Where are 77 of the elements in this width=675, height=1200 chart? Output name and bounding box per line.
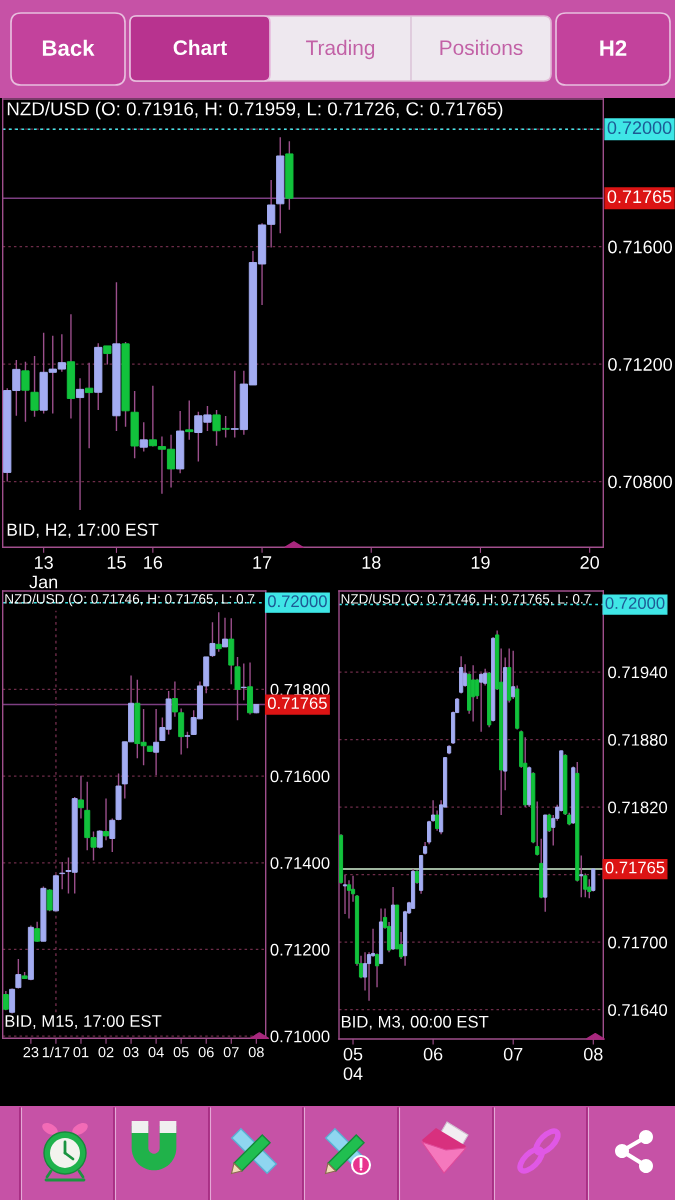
y-tick-label: 0.71200 <box>270 943 330 956</box>
x-tick-label: 05 <box>173 1047 189 1058</box>
x-tick-label: 05 04 <box>343 1047 363 1081</box>
x-tick-label: 07 <box>223 1047 239 1058</box>
x-tick-label: 08 <box>583 1047 603 1061</box>
ref-line-label: 0.72000 <box>607 121 672 135</box>
candlestick <box>109 817 116 853</box>
y-tick-label: 0.71880 <box>608 733 668 746</box>
candlestick <box>342 873 348 915</box>
y-tick-label: 0.71200 <box>608 358 673 371</box>
y-tick-label: 0.71600 <box>270 770 330 783</box>
ref-line-label: 0.71765 <box>267 697 327 710</box>
ref-line-label: 0.71765 <box>605 861 665 874</box>
y-tick-label: 0.71600 <box>608 240 673 254</box>
text: H2 <box>600 40 627 56</box>
y-tick-label: 0.70800 <box>608 475 673 489</box>
x-tick-label: 20 <box>580 556 599 569</box>
candlestick <box>587 878 592 899</box>
chart-title: NZD/USD (O: 0.71916, H: 0.71959, L: 0.71726, C: 0.71765) <box>7 101 503 120</box>
candlestick <box>234 656 241 721</box>
y-tick-label: 0.71700 <box>608 936 668 949</box>
x-tick-label: 23 <box>23 1047 39 1058</box>
candlestick <box>9 987 16 1015</box>
candlestick <box>139 421 148 453</box>
candlestick <box>77 774 84 820</box>
ref-line-label: 0.72000 <box>605 597 665 609</box>
candlestick <box>15 958 22 990</box>
candlestick <box>148 385 157 448</box>
chart-title: NZD/USD (O: 0.71746, H: 0.71765, L: 0.7 <box>341 593 591 607</box>
x-tick-label: 06 <box>198 1047 214 1058</box>
x-tick-label: 16 <box>144 556 163 569</box>
y-tick-label: 0.71400 <box>270 857 330 869</box>
candlestick <box>209 621 216 658</box>
candlestick <box>34 921 41 943</box>
x-tick-label: 06 <box>423 1047 443 1061</box>
candlestick <box>30 355 39 418</box>
x-tick-label: 15 <box>107 556 126 569</box>
x-tick-label: 13 Jan <box>29 556 58 589</box>
x-tick-label: 19 <box>471 556 490 569</box>
ref-line-label: 0.72000 <box>267 595 327 608</box>
x-tick-label: 07 <box>503 1047 523 1061</box>
candlestick <box>222 617 228 648</box>
annotation: BID, H2, 17:00 EST <box>7 523 159 538</box>
y-tick-label: 0.71940 <box>608 666 668 679</box>
y-tick-label: 0.71820 <box>608 801 668 814</box>
candlestick <box>21 361 30 423</box>
candlestick <box>479 672 484 733</box>
candlestick <box>579 854 584 898</box>
candlestick <box>346 879 352 920</box>
x-tick-label: 03 <box>123 1047 139 1058</box>
candlestick <box>75 377 85 511</box>
text: Trading <box>306 39 375 60</box>
x-tick-label: 04 <box>148 1047 164 1058</box>
candlestick <box>185 399 194 441</box>
x-tick-label: 17 <box>253 556 272 569</box>
candlestick <box>85 361 94 450</box>
x-tick-label: 1/17 <box>42 1046 70 1058</box>
candlestick <box>103 345 112 366</box>
candlestick <box>103 797 110 841</box>
annotation: BID, M15, 17:00 EST <box>5 1015 162 1029</box>
annotation: BID, M3, 00:00 EST <box>341 1015 489 1030</box>
ref-line-label: 0.71765 <box>607 190 672 204</box>
candlestick <box>511 649 516 700</box>
text: Positions <box>440 39 523 56</box>
chart-title: NZD/USD (O: 0.71746, H: 0.71765, L: 0.7 <box>5 593 255 607</box>
text: Back <box>42 39 95 56</box>
text: Chart <box>173 39 227 56</box>
candlestick <box>153 708 160 776</box>
x-tick-label: 08 <box>248 1047 264 1058</box>
x-tick-label: 02 <box>98 1047 114 1058</box>
x-tick-label: 18 <box>362 556 381 569</box>
y-tick-label: 0.71000 <box>270 1030 330 1043</box>
candlestick <box>535 800 540 857</box>
x-tick-label: 01 <box>73 1047 89 1058</box>
y-tick-label: 0.71640 <box>608 1004 668 1016</box>
y-tick-label: 0.71800 <box>270 683 330 696</box>
candlestick <box>215 611 222 653</box>
